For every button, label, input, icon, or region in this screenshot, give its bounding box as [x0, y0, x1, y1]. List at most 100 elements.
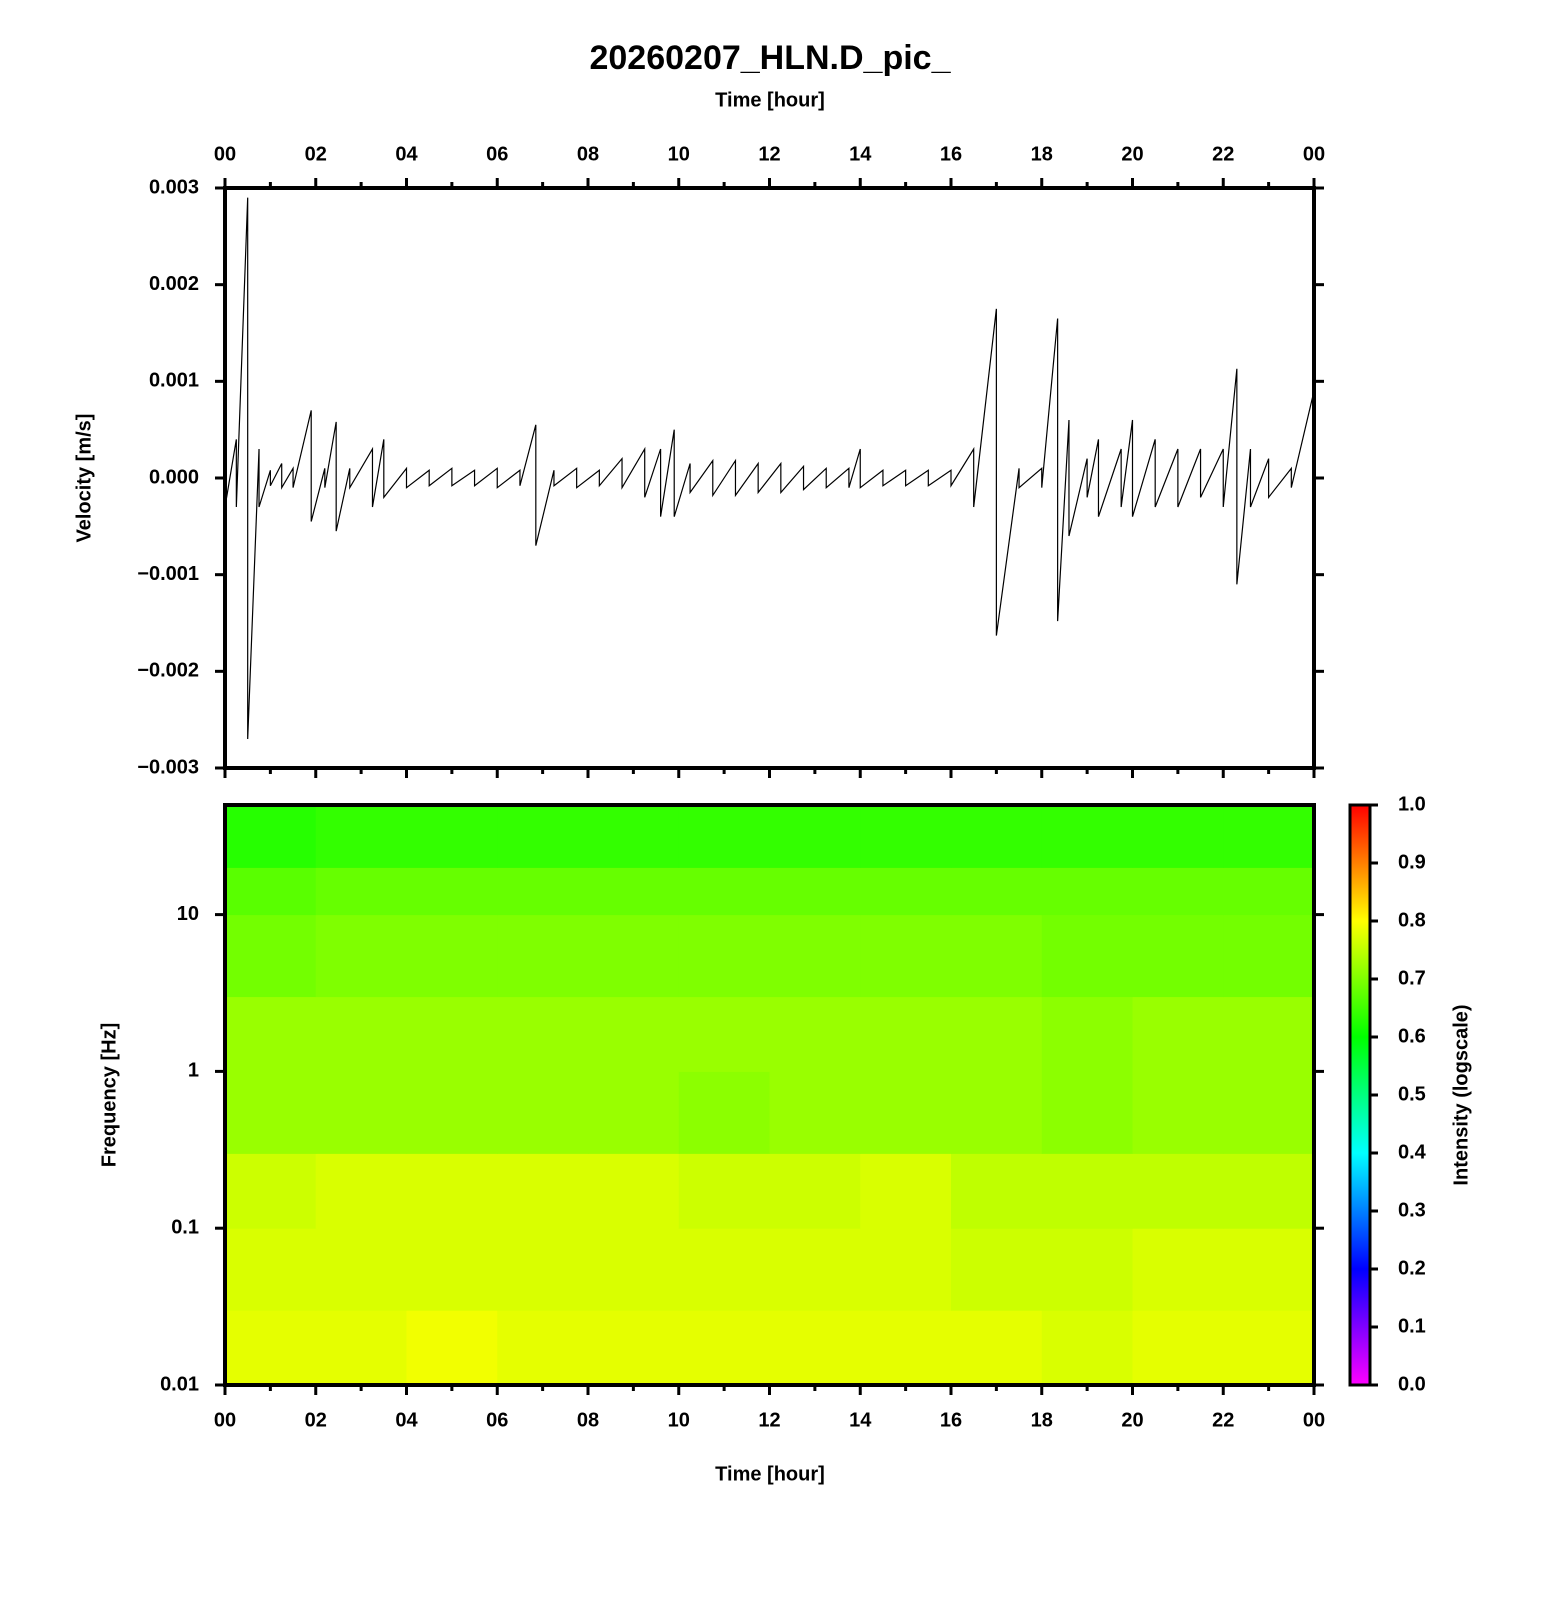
x-tick-label: 20 — [1121, 1409, 1143, 1431]
heatmap-cell — [769, 996, 861, 1072]
colorbar-tick-label: 0.9 — [1398, 851, 1426, 873]
heatmap-cell — [406, 1228, 498, 1311]
heatmap-cell — [860, 805, 952, 868]
x-tick-label: 06 — [486, 143, 508, 165]
heatmap-cell — [951, 996, 1043, 1072]
y-tick-label: −0.001 — [137, 563, 199, 585]
heatmap-cell — [1223, 1153, 1315, 1229]
heatmap-cell — [315, 1071, 407, 1154]
heatmap-cell — [406, 867, 498, 916]
heatmap-cell — [588, 996, 680, 1072]
x-tick-label: 04 — [395, 1409, 418, 1431]
heatmap-cell — [406, 996, 498, 1072]
heatmap-cell — [406, 805, 498, 868]
y-axis-label: Frequency [Hz] — [98, 1023, 120, 1167]
heatmap-cell — [678, 1310, 770, 1386]
heatmap-cell — [1223, 914, 1315, 998]
heatmap-cell — [951, 1228, 1043, 1311]
chart-title: 20260207_HLN.D_pic_ — [589, 39, 951, 77]
heatmap-cell — [1132, 1310, 1224, 1386]
heatmap-cell — [769, 1071, 861, 1154]
heatmap-cell — [1041, 805, 1133, 868]
heatmap-cell — [588, 1310, 680, 1386]
x-tick-label: 18 — [1031, 143, 1053, 165]
heatmap-cell — [860, 867, 952, 916]
heatmap-cell — [225, 914, 317, 998]
colorbar-tick-label: 0.3 — [1398, 1199, 1426, 1221]
heatmap-cell — [678, 805, 770, 868]
colorbar-tick-label: 1.0 — [1398, 793, 1426, 815]
heatmap-cell — [1132, 805, 1224, 868]
heatmap-cell — [860, 1071, 952, 1154]
heatmap-cell — [769, 805, 861, 868]
heatmap-cell — [1132, 1153, 1224, 1229]
heatmap-cell — [678, 1071, 770, 1154]
heatmap-cell — [225, 996, 317, 1072]
heatmap-cell — [678, 867, 770, 916]
y-tick-label: 0.001 — [149, 370, 199, 392]
heatmap-cell — [588, 914, 680, 998]
heatmap-cell — [315, 1228, 407, 1311]
heatmap-cell — [588, 1228, 680, 1311]
x-tick-label: 02 — [305, 1409, 327, 1431]
y-tick-label: 0.000 — [149, 466, 199, 488]
heatmap-cell — [497, 1071, 589, 1154]
heatmap-cell — [1041, 914, 1133, 998]
heatmap-cell — [860, 1228, 952, 1311]
heatmap-cell — [1132, 996, 1224, 1072]
heatmap-cell — [860, 1153, 952, 1229]
x-axis-label: Time [hour] — [715, 1463, 825, 1485]
x-tick-label: 10 — [668, 143, 690, 165]
colorbar-tick-label: 0.6 — [1398, 1025, 1426, 1047]
heatmap-cell — [951, 805, 1043, 868]
heatmap-cell — [951, 914, 1043, 998]
colorbar-tick-label: 0.5 — [1398, 1083, 1426, 1105]
y-axis-label: Velocity [m/s] — [73, 414, 95, 543]
heatmap-cell — [588, 1071, 680, 1154]
heatmap-cell — [225, 867, 317, 916]
x-tick-label: 18 — [1031, 1409, 1053, 1431]
heatmap-cell — [1041, 1228, 1133, 1311]
heatmap-cell — [225, 1310, 317, 1386]
heatmap-cell — [1223, 1071, 1315, 1154]
x-tick-label: 12 — [758, 1409, 780, 1431]
y-tick-label: 0.1 — [171, 1216, 199, 1238]
heatmap-cell — [497, 996, 589, 1072]
x-tick-label: 00 — [214, 143, 236, 165]
heatmap-cell — [860, 996, 952, 1072]
x-axis-label: Time [hour] — [715, 89, 825, 111]
y-tick-label: 10 — [177, 903, 199, 925]
colorbar-tick-label: 0.0 — [1398, 1373, 1426, 1395]
heatmap-cell — [315, 1153, 407, 1229]
heatmap-cell — [1041, 996, 1133, 1072]
heatmap-cell — [315, 1310, 407, 1386]
x-tick-label: 22 — [1212, 1409, 1234, 1431]
heatmap-cell — [588, 805, 680, 868]
y-tick-label: 1 — [188, 1060, 199, 1082]
heatmap-cell — [497, 1228, 589, 1311]
x-tick-label: 12 — [758, 143, 780, 165]
x-tick-label: 16 — [940, 143, 962, 165]
heatmap-cell — [678, 1153, 770, 1229]
heatmap-cell — [497, 1153, 589, 1229]
heatmap-cell — [769, 1153, 861, 1229]
heatmap-cell — [497, 805, 589, 868]
x-tick-label: 22 — [1212, 143, 1234, 165]
heatmap-cell — [315, 805, 407, 868]
colorbar-tick-label: 0.7 — [1398, 967, 1426, 989]
x-tick-label: 00 — [1303, 1409, 1325, 1431]
heatmap-cell — [860, 1310, 952, 1386]
heatmap-cell — [1223, 867, 1315, 916]
heatmap-cell — [225, 1153, 317, 1229]
heatmap-cell — [406, 1310, 498, 1386]
heatmap-cell — [1223, 1310, 1315, 1386]
heatmap-cell — [1041, 1071, 1133, 1154]
heatmap-cell — [860, 914, 952, 998]
heatmap-cell — [1132, 914, 1224, 998]
heatmap-cell — [315, 996, 407, 1072]
heatmap-cell — [588, 867, 680, 916]
heatmap-cell — [1132, 1071, 1224, 1154]
heatmap-cell — [678, 914, 770, 998]
